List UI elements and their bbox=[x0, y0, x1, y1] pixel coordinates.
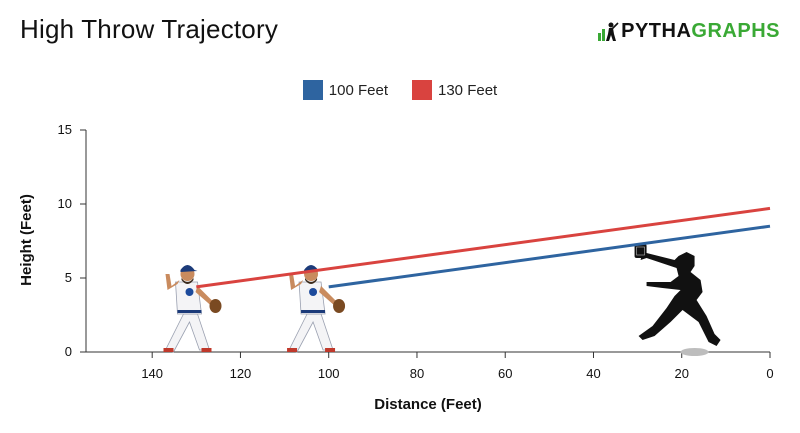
chart-title: High Throw Trajectory bbox=[20, 14, 279, 44]
x-axis-label: Distance (Feet) bbox=[374, 396, 482, 413]
fielder-silhouette-icon bbox=[634, 244, 721, 356]
x-tick-label: 0 bbox=[766, 366, 773, 381]
y-tick-label: 10 bbox=[58, 196, 72, 211]
x-tick-label: 80 bbox=[410, 366, 424, 381]
x-tick-label: 140 bbox=[141, 366, 163, 381]
x-tick-label: 40 bbox=[586, 366, 600, 381]
player-images bbox=[163, 244, 721, 356]
y-tick-label: 0 bbox=[65, 344, 72, 359]
legend-swatch-100-feet bbox=[302, 80, 323, 100]
brand-text-part1: PYTHA bbox=[621, 20, 692, 42]
brand-text-part2: GRAPHS bbox=[691, 20, 780, 42]
series-lines bbox=[196, 206, 771, 289]
legend-label-100-feet: 100 Feet bbox=[328, 81, 388, 99]
batter-logo-icon bbox=[598, 21, 619, 41]
legend-label-130-feet: 130 Feet bbox=[438, 81, 498, 99]
axes: 140 120 100 80 60 40 20 0 0 5 10 15 bbox=[58, 122, 774, 381]
series-line-130-feet bbox=[196, 206, 771, 289]
x-tick-label: 120 bbox=[230, 366, 252, 381]
legend-item-100-feet[interactable]: 100 Feet bbox=[302, 80, 388, 100]
y-tick-label: 5 bbox=[65, 270, 72, 285]
series-line-100-feet bbox=[328, 224, 771, 289]
x-tick-label: 20 bbox=[675, 366, 689, 381]
y-tick-label: 15 bbox=[58, 122, 72, 137]
thrower-player-icon bbox=[287, 265, 346, 353]
legend: 100 Feet 130 Feet bbox=[0, 80, 800, 100]
thrower-player-icon bbox=[163, 265, 222, 353]
y-axis-label: Height (Feet) bbox=[18, 194, 35, 286]
brand-logo: PYTHA GRAPHS bbox=[597, 20, 780, 43]
x-tick-label: 60 bbox=[498, 366, 512, 381]
legend-item-130-feet[interactable]: 130 Feet bbox=[412, 80, 497, 100]
x-tick-label: 100 bbox=[318, 366, 340, 381]
legend-swatch-130-feet bbox=[412, 80, 432, 100]
